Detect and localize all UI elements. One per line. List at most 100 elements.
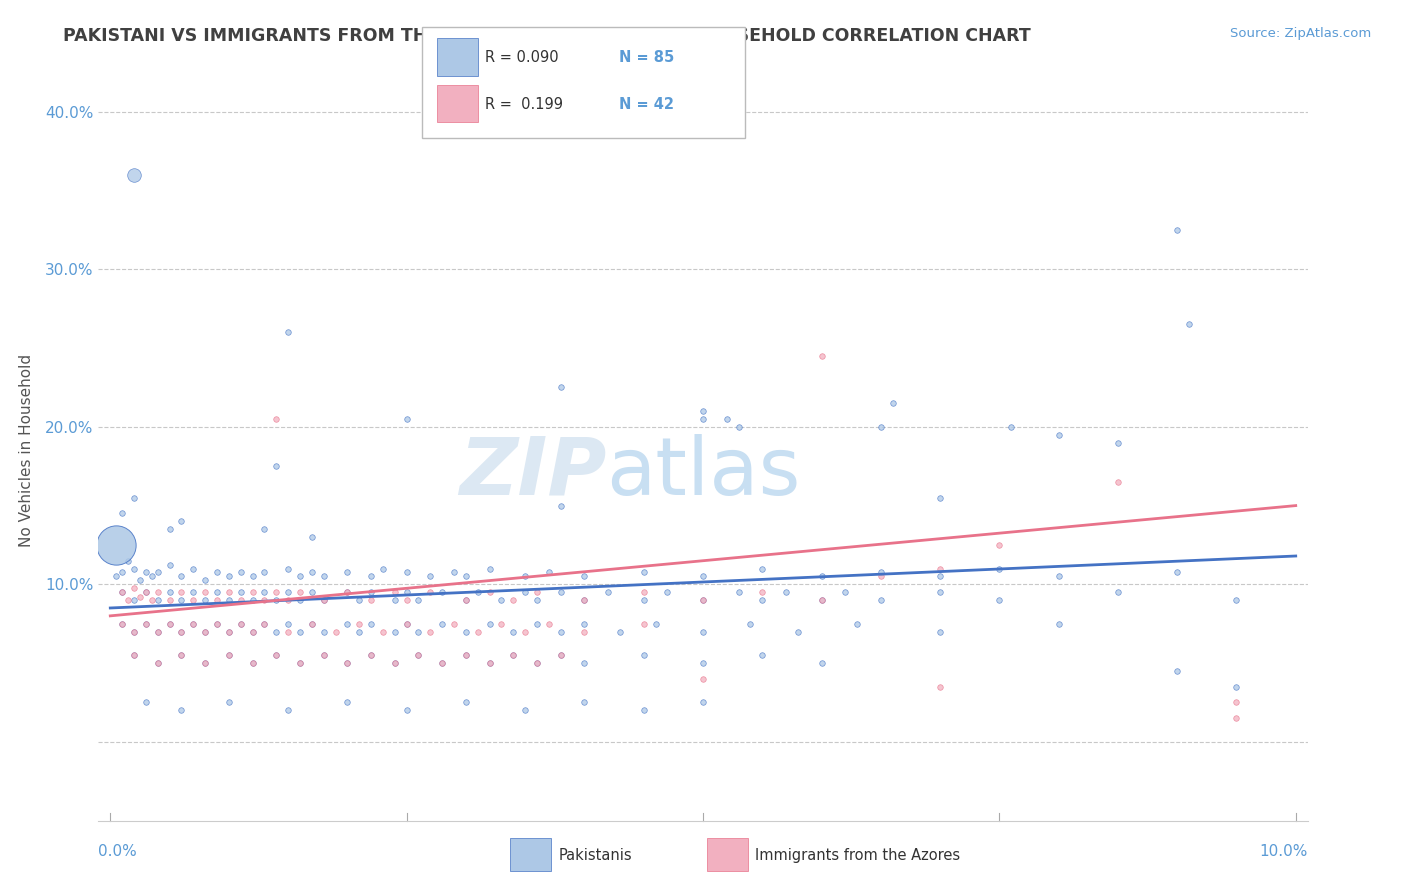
Point (574, 593, 596, 607)
Point (264, 648, 287, 663)
Point (395, 585, 418, 599)
Point (371, 624, 394, 639)
Point (122, 648, 145, 663)
Text: atlas: atlas (606, 434, 800, 512)
Point (432, 656, 454, 670)
Point (692, 624, 714, 639)
Point (419, 569, 441, 583)
Point (111, 585, 134, 599)
Point (384, 656, 406, 670)
Point (218, 624, 240, 639)
Point (122, 648, 145, 663)
Point (277, 585, 299, 599)
Point (336, 585, 359, 599)
Point (550, 585, 572, 599)
Point (408, 648, 430, 663)
Point (111, 585, 134, 599)
Point (408, 624, 430, 639)
Point (205, 616, 228, 631)
Text: ZIP: ZIP (458, 434, 606, 512)
Point (609, 624, 631, 639)
Point (336, 565, 359, 579)
Text: PAKISTANI VS IMMIGRANTS FROM THE AZORES NO VEHICLES IN HOUSEHOLD CORRELATION CHA: PAKISTANI VS IMMIGRANTS FROM THE AZORES … (63, 27, 1031, 45)
Point (478, 656, 501, 670)
Point (336, 585, 359, 599)
Point (692, 672, 714, 686)
Point (1225, 696, 1247, 710)
Point (242, 624, 264, 639)
Point (218, 648, 240, 663)
Point (253, 565, 276, 579)
Point (574, 593, 596, 607)
Point (205, 616, 228, 631)
Point (810, 593, 832, 607)
Point (122, 624, 145, 639)
Point (336, 696, 359, 710)
Point (692, 593, 714, 607)
Point (454, 593, 477, 607)
Point (264, 648, 287, 663)
Text: Source: ZipAtlas.com: Source: ZipAtlas.com (1230, 27, 1371, 40)
Point (181, 593, 204, 607)
Point (205, 593, 228, 607)
Point (264, 459, 287, 474)
Point (478, 616, 501, 631)
Y-axis label: No Vehicles in Household: No Vehicles in Household (18, 354, 34, 547)
Point (301, 565, 323, 579)
Point (111, 565, 134, 579)
Point (253, 585, 276, 599)
Point (574, 656, 596, 670)
Point (229, 565, 252, 579)
Point (574, 616, 596, 631)
Point (159, 585, 181, 599)
Point (105, 569, 128, 583)
Point (194, 656, 217, 670)
Point (929, 585, 952, 599)
Point (135, 616, 157, 631)
Point (117, 593, 139, 607)
Text: 0.0%: 0.0% (98, 844, 138, 859)
Point (277, 593, 299, 607)
Point (550, 648, 572, 663)
Point (810, 593, 832, 607)
Point (242, 593, 264, 607)
Point (146, 565, 169, 579)
Point (1000, 420, 1022, 434)
Point (218, 696, 240, 710)
Point (194, 656, 217, 670)
Point (229, 616, 252, 631)
Point (502, 648, 524, 663)
Point (135, 585, 157, 599)
Point (550, 499, 572, 513)
Point (170, 585, 193, 599)
Point (869, 569, 891, 583)
Point (491, 616, 513, 631)
Point (360, 616, 382, 631)
Point (277, 561, 299, 575)
Point (264, 624, 287, 639)
Point (786, 624, 808, 639)
Point (929, 624, 952, 639)
Text: R = 0.090: R = 0.090 (485, 51, 558, 65)
Point (277, 326, 299, 340)
Point (1166, 565, 1188, 579)
Point (146, 656, 169, 670)
Point (1178, 318, 1201, 332)
Point (170, 593, 193, 607)
Point (692, 404, 714, 418)
Point (633, 616, 655, 631)
Point (105, 538, 128, 552)
Point (288, 593, 311, 607)
Point (122, 581, 145, 595)
Text: Immigrants from the Azores: Immigrants from the Azores (755, 848, 960, 863)
Point (122, 624, 145, 639)
Point (526, 593, 548, 607)
Point (751, 648, 773, 663)
Point (194, 624, 217, 639)
Point (395, 593, 418, 607)
Point (478, 585, 501, 599)
Point (834, 585, 856, 599)
Point (988, 593, 1011, 607)
Point (384, 585, 406, 599)
Point (170, 648, 193, 663)
